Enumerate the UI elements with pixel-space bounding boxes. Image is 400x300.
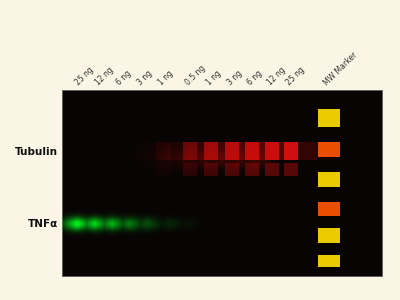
Bar [204,163,218,175]
Bar [264,142,317,160]
Bar [119,142,207,160]
Bar [156,142,170,160]
Text: TNFα: TNFα [28,219,58,229]
Bar [204,142,218,160]
Bar [226,142,279,160]
Bar [318,172,340,187]
Bar [318,255,340,267]
Text: 25 ng: 25 ng [284,65,306,87]
Bar [264,163,279,175]
Bar [224,142,239,160]
Bar [318,109,340,127]
Bar [318,202,340,217]
Bar [146,142,234,160]
Text: 3 ng: 3 ng [136,69,154,87]
Bar [228,142,316,160]
Bar [136,142,189,160]
Bar [167,142,255,160]
Text: 12 ng: 12 ng [94,65,116,87]
Bar [183,142,197,160]
Text: 3 ng: 3 ng [225,69,244,87]
Bar [164,142,216,160]
Bar [318,142,340,157]
Text: 6 ng: 6 ng [115,69,133,87]
Bar [247,142,335,160]
Bar [188,142,276,160]
Bar [224,163,239,175]
Bar [183,163,197,175]
Bar [284,142,298,160]
Bar [245,142,260,160]
Text: 0.5 ng: 0.5 ng [184,64,207,87]
Bar [264,142,279,160]
Text: MW Marker: MW Marker [322,50,359,87]
Text: 1 ng: 1 ng [156,69,175,87]
Bar [156,163,170,175]
Bar [208,142,296,160]
Text: Tubulin: Tubulin [15,147,58,157]
Bar [245,163,260,175]
Bar [245,142,298,160]
Text: 12 ng: 12 ng [265,65,287,87]
Text: 1 ng: 1 ng [204,69,223,87]
Bar [184,142,237,160]
Text: 25 ng: 25 ng [73,65,95,87]
Bar [284,163,298,175]
Bar [62,90,382,276]
Text: 6 ng: 6 ng [246,69,264,87]
Bar [318,228,340,242]
Bar [205,142,258,160]
